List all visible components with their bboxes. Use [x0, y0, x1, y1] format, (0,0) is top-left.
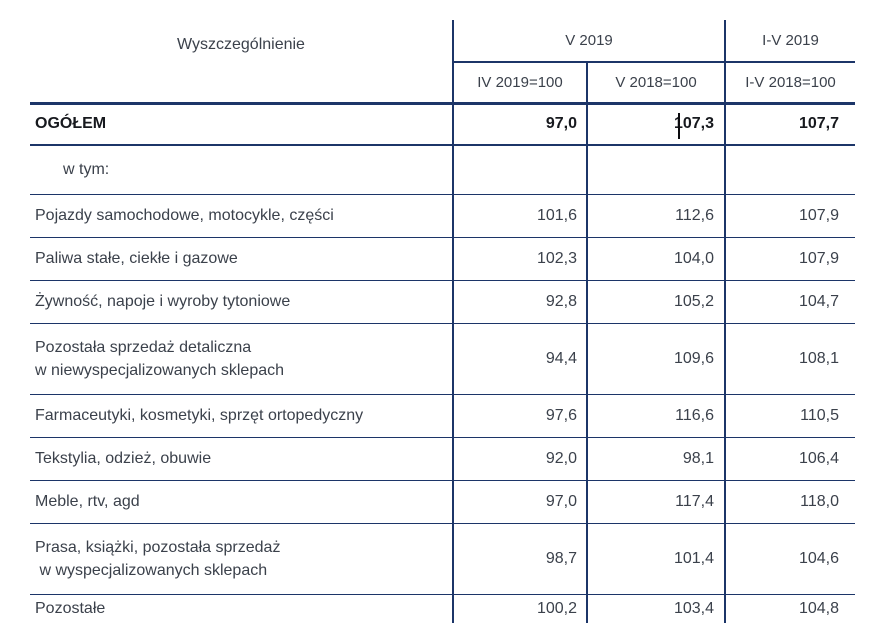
value-cell: 107,7	[724, 103, 856, 146]
col-header-iv2019-100: IV 2019=100	[452, 62, 587, 105]
table-row-wtym: w tym:	[30, 145, 856, 195]
value-cell: 100,2	[452, 594, 587, 623]
value-cell: 102,3	[452, 237, 587, 281]
table-row: Pojazdy samochodowe, motocykle, części 1…	[30, 194, 856, 238]
value-cell: 107,9	[724, 237, 856, 281]
value-cell	[585, 145, 726, 195]
table-row: Tekstylia, odzież, obuwie 92,0 98,1 106,…	[30, 437, 856, 481]
value-cell: 101,6	[452, 194, 587, 238]
table-row: Farmaceutyki, kosmetyki, sprzęt ortopedy…	[30, 394, 856, 438]
value-cell: 97,6	[452, 394, 587, 438]
row-label: w tym:	[30, 145, 453, 195]
value-cell: 97,0	[452, 480, 587, 524]
col-header-group-v2019: V 2019	[451, 20, 726, 63]
text-cursor	[678, 112, 680, 139]
row-label: OGÓŁEM	[30, 103, 453, 146]
table-row: Prasa, książki, pozostała sprzedaż w wys…	[30, 523, 856, 595]
col-header-iv2018-100: I-V 2018=100	[724, 62, 856, 105]
row-label: Farmaceutyki, kosmetyki, sprzęt ortopedy…	[30, 394, 453, 438]
col-header-specification: Wyszczególnienie	[30, 20, 453, 105]
value-cell: 104,6	[724, 523, 856, 595]
value-cell: 104,8	[724, 594, 856, 623]
value-cell: 94,4	[452, 323, 587, 395]
value-cell: 118,0	[724, 480, 856, 524]
row-label: Meble, rtv, agd	[30, 480, 453, 524]
value-cell: 98,1	[585, 437, 726, 481]
value-cell: 106,4	[724, 437, 856, 481]
value-cell: 104,0	[585, 237, 726, 281]
row-label-line1: Pozostała sprzedaż detaliczna	[35, 338, 252, 356]
row-label: Żywność, napoje i wyroby tytoniowe	[30, 280, 453, 324]
table-row: Pozostała sprzedaż detaliczna w niewyspec…	[30, 323, 856, 395]
table-row: Pozostałe 100,2 103,4 104,8	[30, 594, 856, 623]
row-label: Pozostałe	[35, 599, 106, 617]
row-label-line1: Prasa, książki, pozostała sprzedaż	[35, 538, 281, 556]
value-cell: 98,7	[452, 523, 587, 595]
row-label: Prasa, książki, pozostała sprzedaż w wys…	[30, 523, 453, 595]
header-row-subcolumns: IV 2019=100 V 2018=100 I-V 2018=100	[30, 62, 856, 105]
value-cell: 101,4	[585, 523, 726, 595]
header-row-groups: Wyszczególnienie V 2019 I-V 2019	[30, 20, 856, 105]
value-cell: 109,6	[585, 323, 726, 395]
value-cell: 112,6	[585, 194, 726, 238]
table-row: Żywność, napoje i wyroby tytoniowe 92,8 …	[30, 280, 856, 324]
row-label-line2: w wyspecjalizowanych sklepach	[35, 561, 268, 579]
row-label: Paliwa stałe, ciekłe i gazowe	[30, 237, 453, 281]
value-text: 107,3	[673, 115, 715, 133]
value-cell: 92,0	[452, 437, 587, 481]
table-row: Meble, rtv, agd 97,0 117,4 118,0	[30, 480, 856, 524]
value-cell: 107,3	[585, 103, 726, 146]
col-header-v2018-100: V 2018=100	[585, 62, 726, 105]
value-cell: 92,8	[452, 280, 587, 324]
table-row: Paliwa stałe, ciekłe i gazowe 102,3 104,…	[30, 237, 856, 281]
value-cell: 104,7	[724, 280, 856, 324]
value-cell: 117,4	[585, 480, 726, 524]
statistics-table: Wyszczególnienie V 2019 I-V 2019 IV 2019…	[30, 20, 856, 623]
value-cell: 103,4	[585, 594, 726, 623]
value-cell: 97,0	[452, 103, 587, 146]
table-row-total: OGÓŁEM 97,0 107,3 107,7	[30, 103, 856, 146]
col-header-group-iv2019: I-V 2019	[724, 20, 856, 63]
value-cell: 116,6	[585, 394, 726, 438]
row-label-line2: w niewyspecjalizowanych sklepach	[35, 361, 285, 379]
value-cell: 110,5	[724, 394, 856, 438]
row-label: Tekstylia, odzież, obuwie	[30, 437, 453, 481]
value-cell: 107,9	[724, 194, 856, 238]
value-cell	[724, 145, 856, 195]
value-cell: 108,1	[724, 323, 856, 395]
row-label: Pozostała sprzedaż detaliczna w niewyspec…	[30, 323, 453, 395]
row-label: Pojazdy samochodowe, motocykle, części	[30, 194, 453, 238]
value-cell	[452, 145, 587, 195]
value-cell: 105,2	[585, 280, 726, 324]
